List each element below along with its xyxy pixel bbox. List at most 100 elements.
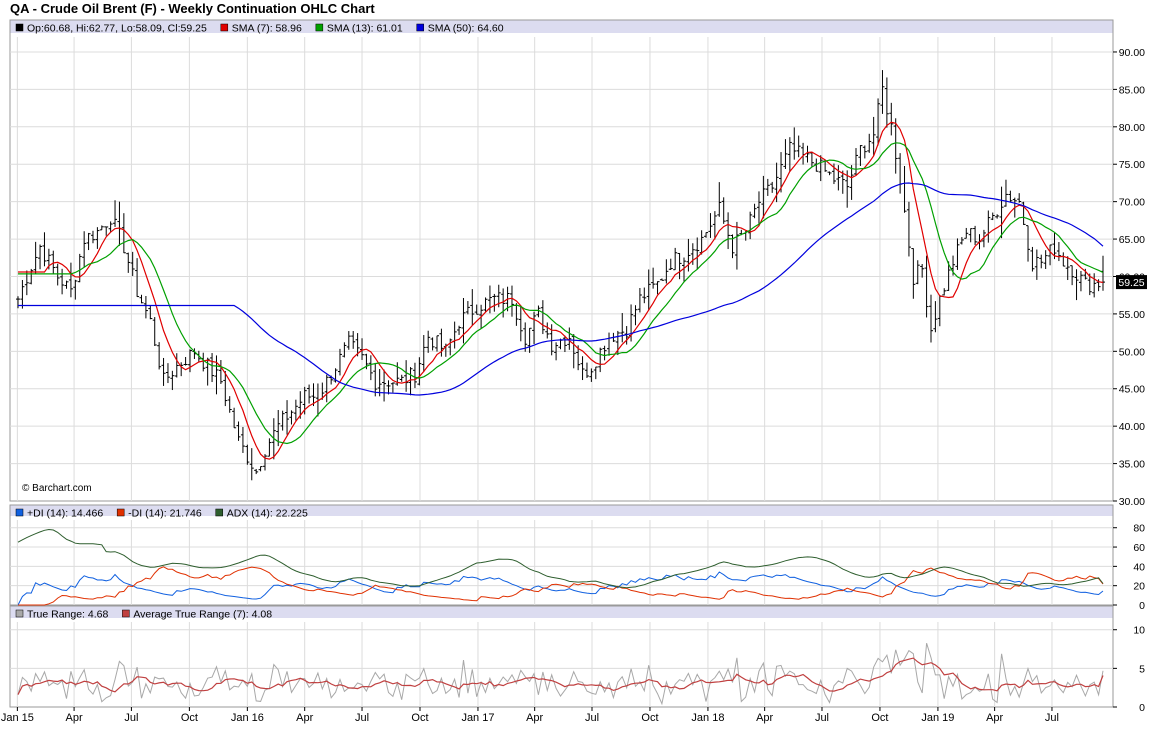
true-range-ytick-label: 10 [1133,625,1145,637]
adx-line [17,528,1104,589]
dmi-legend-bar [10,505,1113,516]
price-legend-text: SMA (50): 64.60 [428,23,504,35]
price-ytick-label: 30.00 [1119,496,1145,508]
ohlc-bar [1048,244,1053,266]
ohlc-bar [902,165,907,213]
ohlc-bar [796,135,801,158]
ohlc-bar [157,342,162,370]
ohlc-bar [986,210,991,243]
ohlc-bar [514,303,519,326]
price-legend-swatch [220,23,229,32]
sma-line-13 [18,142,1104,445]
ohlc-bar [973,225,978,246]
ohlc-bar [964,227,969,239]
x-tick-label: Apr [66,712,83,724]
ohlc-bar [712,211,717,240]
ohlc-bar [285,400,290,435]
x-tick-label: Oct [411,712,428,724]
price-ytick-label: 40.00 [1119,421,1145,433]
ohlc-bar [232,407,237,429]
x-tick-label: Apr [756,712,773,724]
true-range-legend-text: Average True Range (7): 4.08 [133,609,272,621]
x-tick-label: Oct [641,712,658,724]
ohlc-bar [121,213,126,254]
ohlc-bar [82,231,87,268]
ohlc-bar [298,391,303,419]
ohlc-bar [752,203,757,219]
ohlc-bar [95,227,100,249]
ohlc-bar [377,369,382,397]
ohlc-bar [130,251,135,276]
true-range-legend-bar [10,606,1113,618]
ohlc-bar [417,357,422,386]
ohlc-bar [668,258,673,271]
dmi-legend-text: -DI (14): 21.746 [128,508,202,520]
dmi-legend-text: +DI (14): 14.466 [27,508,103,520]
ohlc-bar [1070,265,1075,286]
ohlc-bar [862,145,867,159]
ohlc-bar [16,296,20,309]
x-tick-label: Oct [181,712,198,724]
ohlc-bar [1030,246,1035,272]
true-range-ytick-label: 0 [1139,702,1145,714]
ohlc-bar [880,70,885,114]
dmi-legend-swatch [15,508,24,517]
ohlc-bar [170,370,175,391]
dmi-legend-item: ADX (14): 22.225 [215,508,308,520]
ohlc-bar [567,327,572,350]
dmi-legend-swatch [116,508,125,517]
ohlc-bar [540,300,545,335]
ohlc-bar [602,345,607,361]
x-tick-label: Jul [1045,712,1059,724]
ohlc-bar [452,321,457,349]
ohlc-bar [854,148,859,176]
price-legend-item: SMA (50): 64.60 [416,23,504,35]
ohlc-bar [38,244,43,270]
ohlc-bar [465,301,470,315]
price-ytick-label: 35.00 [1119,459,1145,471]
ohlc-bar [307,384,312,404]
ohlc-bar [311,383,316,407]
ohlc-bar [509,285,514,317]
ohlc-bar [734,221,739,270]
ohlc-bar [293,399,298,421]
ohlc-bar [501,288,506,318]
ohlc-bar [276,409,281,447]
ohlc-bar [457,325,462,335]
price-legend-text: SMA (7): 58.96 [232,23,302,35]
ohlc-bar [408,367,413,396]
ohlc-bar [1008,190,1013,203]
ohlc-bar [518,305,523,342]
ohlc-bar [143,295,148,319]
ohlc-bar [355,333,360,357]
ohlc-bar [55,263,60,286]
ohlc-bar [20,279,25,309]
ohlc-bar [928,294,933,343]
ohlc-bar [108,221,113,233]
ohlc-bar [258,466,263,472]
ohlc-bar [254,468,259,475]
ohlc-bar [342,342,347,358]
ohlc-bar [995,214,1000,219]
x-tick-label: Jul [124,712,138,724]
ohlc-bar [324,374,329,403]
ohlc-bar [593,366,598,380]
x-tick-label: Apr [986,712,1003,724]
ohlc-bar [373,362,378,397]
ohlc-bar [289,410,294,425]
ohlc-bar [126,252,131,273]
ohlc-bar [412,362,417,389]
ohlc-bar [545,322,550,339]
ohlc-bar [549,324,554,356]
ohlc-bar [933,301,938,333]
true-range-line [17,643,1104,706]
ohlc-bar [999,186,1004,239]
ohlc-bar [584,362,589,378]
ohlc-bar [1087,273,1092,296]
ohlc-bar [717,182,722,217]
price-ytick-label: 70.00 [1119,197,1145,209]
ohlc-bar [589,368,594,382]
ohlc-bar [968,228,973,243]
ohlc-bar [346,331,351,350]
ohlc-bar [620,313,625,343]
